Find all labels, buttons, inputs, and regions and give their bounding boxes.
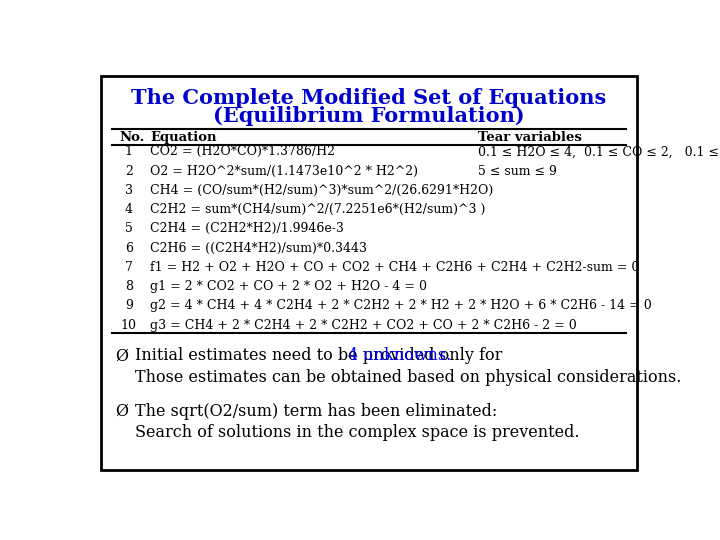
Text: 5: 5 xyxy=(125,222,132,235)
Text: 1: 1 xyxy=(125,145,132,158)
Text: 3: 3 xyxy=(125,184,132,197)
Text: C2H2 = sum*(CH4/sum)^2/(7.2251e6*(H2/sum)^3 ): C2H2 = sum*(CH4/sum)^2/(7.2251e6*(H2/sum… xyxy=(150,203,486,216)
Text: Ø: Ø xyxy=(114,347,128,365)
Text: g3 = CH4 + 2 * C2H4 + 2 * C2H2 + CO2 + CO + 2 * C2H6 - 2 = 0: g3 = CH4 + 2 * C2H4 + 2 * C2H2 + CO2 + C… xyxy=(150,319,577,332)
Text: 4: 4 xyxy=(125,203,132,216)
Text: 6: 6 xyxy=(125,241,132,254)
Text: g1 = 2 * CO2 + CO + 2 * O2 + H2O - 4 = 0: g1 = 2 * CO2 + CO + 2 * O2 + H2O - 4 = 0 xyxy=(150,280,428,293)
Text: Tear variables: Tear variables xyxy=(477,131,581,144)
Text: CO2 = (H2O*CO)*1.3786/H2: CO2 = (H2O*CO)*1.3786/H2 xyxy=(150,145,336,158)
Text: f1 = H2 + O2 + H2O + CO + CO2 + CH4 + C2H6 + C2H4 + C2H2-sum = 0: f1 = H2 + O2 + H2O + CO + CO2 + CH4 + C2… xyxy=(150,261,640,274)
Text: O2 = H2O^2*sum/(1.1473e10^2 * H2^2): O2 = H2O^2*sum/(1.1473e10^2 * H2^2) xyxy=(150,165,418,178)
Text: 4 unknowns.: 4 unknowns. xyxy=(348,347,451,365)
Text: 10: 10 xyxy=(121,319,137,332)
Text: C2H4 = (C2H2*H2)/1.9946e-3: C2H4 = (C2H2*H2)/1.9946e-3 xyxy=(150,222,344,235)
Text: Ø: Ø xyxy=(114,403,128,420)
Text: 8: 8 xyxy=(125,280,132,293)
Text: The sqrt(O2/sum) term has been eliminated:: The sqrt(O2/sum) term has been eliminate… xyxy=(135,403,498,420)
Text: Initial estimates need to be provided only for: Initial estimates need to be provided on… xyxy=(135,347,508,365)
FancyBboxPatch shape xyxy=(101,76,637,470)
Text: g2 = 4 * CH4 + 4 * C2H4 + 2 * C2H2 + 2 * H2 + 2 * H2O + 6 * C2H6 - 14 = 0: g2 = 4 * CH4 + 4 * C2H4 + 2 * C2H2 + 2 *… xyxy=(150,299,652,312)
Text: Those estimates can be obtained based on physical considerations.: Those estimates can be obtained based on… xyxy=(135,369,681,386)
Text: No.: No. xyxy=(120,131,145,144)
Text: 0.1 ≤ H2O ≤ 4,  0.1 ≤ CO ≤ 2,   0.1 ≤ H2 ≤ 7: 0.1 ≤ H2O ≤ 4, 0.1 ≤ CO ≤ 2, 0.1 ≤ H2 ≤ … xyxy=(477,145,720,158)
Text: 2: 2 xyxy=(125,165,132,178)
Text: 9: 9 xyxy=(125,299,132,312)
Text: CH4 = (CO/sum*(H2/sum)^3)*sum^2/(26.6291*H2O): CH4 = (CO/sum*(H2/sum)^3)*sum^2/(26.6291… xyxy=(150,184,494,197)
Text: Equation: Equation xyxy=(150,131,217,144)
Text: The Complete Modified Set of Equations: The Complete Modified Set of Equations xyxy=(131,88,607,108)
Text: 5 ≤ sum ≤ 9: 5 ≤ sum ≤ 9 xyxy=(477,165,557,178)
Text: 7: 7 xyxy=(125,261,132,274)
Text: (Equilibrium Formulation): (Equilibrium Formulation) xyxy=(213,106,525,126)
Text: Search of solutions in the complex space is prevented.: Search of solutions in the complex space… xyxy=(135,424,580,441)
Text: C2H6 = ((C2H4*H2)/sum)*0.3443: C2H6 = ((C2H4*H2)/sum)*0.3443 xyxy=(150,241,367,254)
